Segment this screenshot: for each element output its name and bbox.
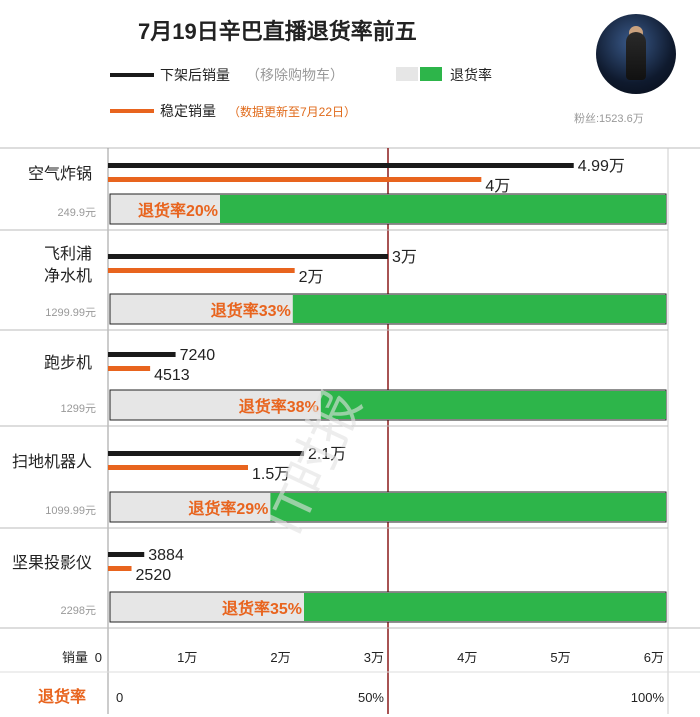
sales-after-label: 4.99万: [578, 158, 625, 175]
category-label: 飞利浦: [44, 245, 92, 263]
legend-return-label: 退货率: [450, 67, 492, 83]
return-rate-label: 退货率20%: [138, 201, 218, 220]
price-label: 249.9元: [57, 207, 96, 219]
price-label: 1299元: [61, 403, 96, 415]
stable-sales-label: 4万: [485, 178, 510, 195]
category-label: 空气炸锅: [28, 165, 92, 183]
return-rate-bar: [220, 195, 666, 223]
sales-after-label: 2.1万: [308, 446, 346, 463]
return-rate-label: 退货率35%: [222, 599, 302, 618]
legend-sales-after-note: （移除购物车）: [246, 67, 344, 83]
avatar-figure: [626, 32, 646, 80]
price-label: 2298元: [61, 605, 96, 617]
sales-after-bar: [108, 254, 388, 259]
legend-sales-after-swatch: [110, 73, 154, 77]
return-rate-label: 退货率29%: [188, 499, 268, 518]
return-rate-bar: [292, 295, 666, 323]
sales-after-label: 3884: [148, 547, 184, 564]
legend-stable-sales-note: （数据更新至7月22日）: [228, 105, 357, 119]
rate-axis-title: 退货率: [38, 687, 86, 706]
sales-after-bar: [108, 552, 145, 557]
sales-after-bar: [108, 451, 304, 456]
sales-axis-tick: 3万: [364, 650, 384, 665]
rate-axis-tick: 50%: [358, 690, 384, 705]
legend-return-swatch: [420, 67, 442, 81]
stable-sales-label: 2万: [299, 269, 324, 286]
stable-sales-bar: [108, 366, 151, 371]
stable-sales-label: 4513: [154, 367, 190, 384]
price-label: 1099.99元: [45, 505, 96, 517]
legend-sales-after-label: 下架后销量: [160, 67, 230, 83]
legend-stable-sales-label: 稳定销量: [160, 103, 216, 119]
return-rate-bar: [304, 593, 666, 621]
rate-axis-tick: 0: [116, 690, 123, 705]
category-label: 净水机: [44, 267, 92, 285]
legend-return-bg-swatch: [396, 67, 418, 81]
stable-sales-label: 2520: [136, 567, 172, 584]
return-rate-bar: [270, 493, 666, 521]
sales-after-bar: [108, 352, 176, 357]
sales-after-label: 3万: [392, 249, 417, 266]
stable-sales-bar: [108, 465, 248, 470]
sales-axis-tick: 1万: [177, 650, 197, 665]
streamer-avatar: [596, 14, 676, 94]
stable-sales-bar: [108, 268, 295, 273]
chart-title: 7月19日辛巴直播退货率前五: [138, 19, 417, 44]
category-label: 扫地机器人: [12, 453, 92, 471]
stable-sales-label: 1.5万: [252, 466, 290, 483]
category-label: 坚果投影仪: [12, 554, 92, 572]
legend-stable-sales-swatch: [110, 109, 154, 113]
stable-sales-bar: [108, 177, 482, 182]
rate-axis-tick: 100%: [631, 690, 665, 705]
sales-axis-tick: 0: [95, 650, 102, 665]
sales-axis-tick: 2万: [270, 650, 290, 665]
sales-axis-tick: 5万: [550, 650, 570, 665]
sales-axis-title: 销量: [62, 650, 88, 665]
return-rate-label: 退货率38%: [239, 397, 319, 416]
stable-sales-bar: [108, 566, 132, 571]
return-rate-bar: [320, 391, 666, 419]
return-rate-label: 退货率33%: [211, 301, 291, 320]
fans-count: 粉丝:1523.6万: [574, 113, 644, 125]
category-label: 跑步机: [44, 354, 92, 372]
sales-after-bar: [108, 163, 574, 168]
price-label: 1299.99元: [45, 307, 96, 319]
sales-after-label: 7240: [180, 347, 216, 364]
sales-axis-tick: 6万: [644, 650, 664, 665]
sales-axis-tick: 4万: [457, 650, 477, 665]
